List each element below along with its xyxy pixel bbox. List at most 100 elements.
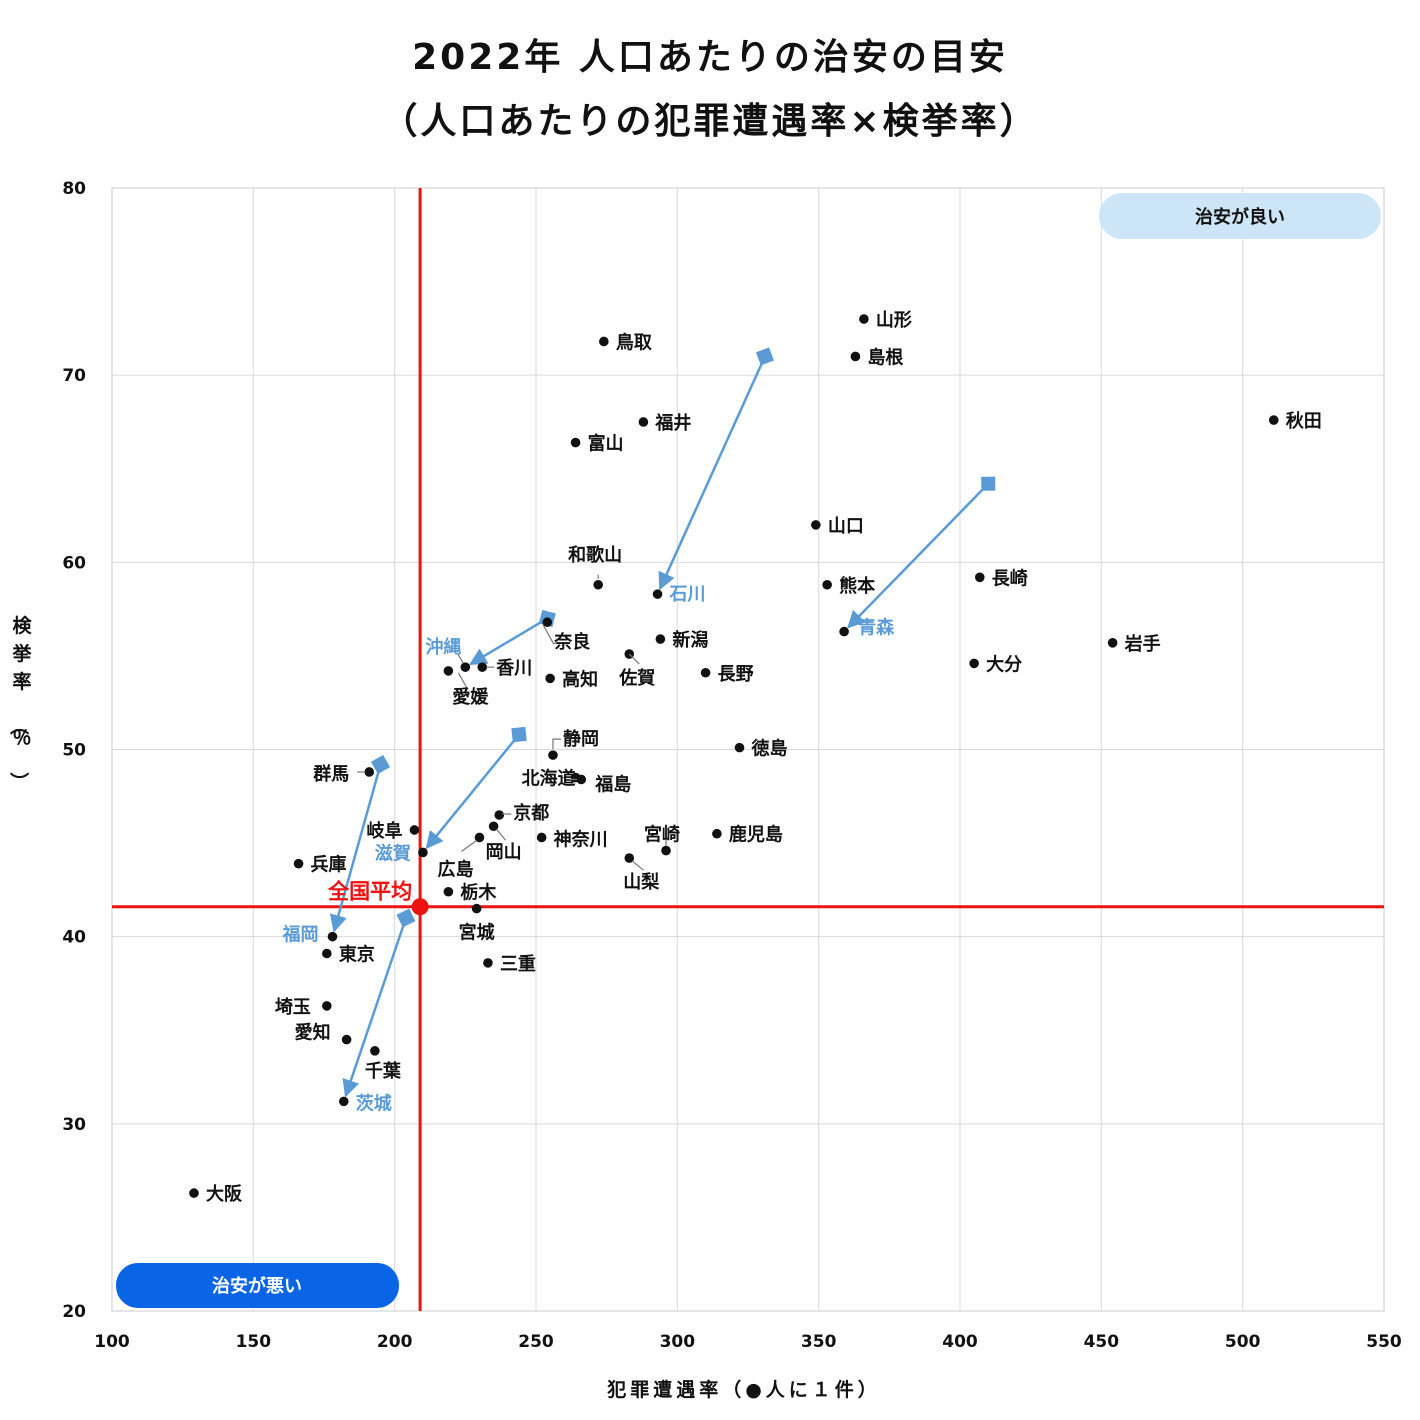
point-label: 山梨 (623, 871, 659, 893)
data-point (638, 417, 649, 427)
label-leader-line (542, 624, 562, 644)
data-point (477, 662, 488, 672)
data-point (327, 931, 338, 942)
point-label: 岡山 (486, 842, 522, 863)
label-leader-line (552, 738, 561, 750)
point-label: 群馬 (313, 763, 349, 785)
data-point (293, 858, 304, 869)
x-tick-label: 250 (518, 1332, 554, 1352)
y-tick-label: 40 (62, 928, 86, 948)
point-label: 栃木 (460, 882, 497, 904)
point-label: 福岡 (281, 924, 318, 946)
x-tick-label: 150 (236, 1332, 272, 1352)
data-point (338, 1096, 349, 1107)
label-leader-line (457, 672, 467, 688)
bad-badge-bg (116, 1263, 399, 1308)
shift-arrow (847, 482, 990, 629)
data-point (734, 742, 745, 753)
point-label: 香川 (495, 658, 532, 679)
x-tick-label: 350 (801, 1332, 837, 1352)
point-label: 静岡 (563, 728, 599, 750)
data-point (474, 832, 485, 843)
data-point (189, 1188, 199, 1198)
y-tick-label: 30 (62, 1115, 86, 1135)
national-average-label: 全国平均 (327, 880, 412, 904)
shift-arrow-start-marker (370, 754, 391, 775)
bad-badge: 治安が悪い (116, 1263, 399, 1308)
point-label: 大分 (986, 653, 1022, 675)
point-label: 北海道 (522, 768, 576, 790)
x-tick-label: 550 (1366, 1332, 1402, 1352)
y-tick-label: 60 (62, 553, 86, 573)
chart-title-line2: （人口あたりの犯罪遭遇率×検挙率） (381, 101, 1039, 142)
data-point (545, 673, 555, 684)
data-point (712, 828, 722, 839)
point-label: 神奈川 (554, 828, 608, 850)
point-label: 宮城 (459, 922, 495, 944)
x-tick-label: 400 (942, 1332, 978, 1352)
point-label: 佐賀 (618, 667, 655, 689)
chart-title-line1: 2022年 人口あたりの治安の目安 (412, 37, 1008, 78)
data-point (811, 520, 821, 530)
shift-arrow-start-marker (396, 908, 416, 928)
data-point (1268, 415, 1279, 425)
data-point (839, 626, 849, 637)
point-label: 宮崎 (644, 824, 680, 846)
shift-arrow (342, 917, 408, 1098)
y-tick-label: 20 (62, 1302, 86, 1322)
point-label: 徳島 (751, 738, 788, 760)
shift-arrow-start-marker (511, 726, 527, 743)
point-label: 福島 (594, 773, 631, 795)
data-point (536, 832, 547, 843)
point-label: 山形 (876, 310, 912, 331)
label-leader-line (496, 828, 507, 841)
label-leader-line (461, 839, 477, 852)
point-label: 奈良 (553, 631, 590, 653)
point-label: 鹿児島 (729, 824, 783, 846)
data-point (576, 774, 587, 785)
point-label: 長野 (718, 664, 754, 685)
point-label: 岩手 (1124, 633, 1161, 655)
point-label: 和歌山 (568, 544, 622, 566)
data-point (969, 658, 979, 669)
point-label: 滋賀 (375, 842, 411, 864)
data-point (443, 886, 454, 897)
point-label: 高知 (562, 668, 598, 690)
bad-badge-label: 治安が悪い (212, 1275, 302, 1297)
point-label: 鳥取 (616, 331, 653, 353)
point-label: 大阪 (206, 1183, 243, 1205)
data-point (460, 662, 471, 672)
data-point (483, 958, 493, 968)
point-label: 岐阜 (366, 820, 402, 842)
data-point (655, 634, 666, 644)
label-leader-line (631, 860, 644, 871)
data-point (409, 825, 420, 835)
point-label: 石川 (669, 584, 706, 605)
label-leader-line (456, 652, 464, 664)
data-point (488, 821, 499, 832)
good-badge: 治安が良い (1099, 193, 1381, 239)
point-label: 福井 (654, 412, 691, 434)
x-tick-label: 100 (94, 1332, 130, 1352)
point-label: 秋田 (1286, 410, 1322, 432)
data-point (1107, 638, 1118, 648)
data-point (471, 903, 482, 914)
shift-arrow (468, 617, 548, 666)
point-label: 沖縄 (425, 636, 461, 658)
data-point (570, 437, 581, 448)
point-label: 島根 (867, 346, 903, 368)
data-point (661, 845, 671, 856)
point-label: 京都 (513, 802, 549, 824)
shift-arrow (329, 764, 382, 933)
point-label: 茨城 (356, 1092, 392, 1114)
x-tick-label: 450 (1084, 1332, 1120, 1352)
point-label: 長崎 (992, 567, 1028, 589)
data-point (599, 336, 609, 347)
point-label: 山口 (828, 516, 864, 537)
x-tick-label: 300 (660, 1332, 696, 1352)
data-point (593, 579, 603, 590)
point-label: 熊本 (839, 575, 875, 597)
x-axis-title: 犯罪遭遇率（●人に１件） (606, 1378, 881, 1401)
data-point (370, 1046, 380, 1056)
